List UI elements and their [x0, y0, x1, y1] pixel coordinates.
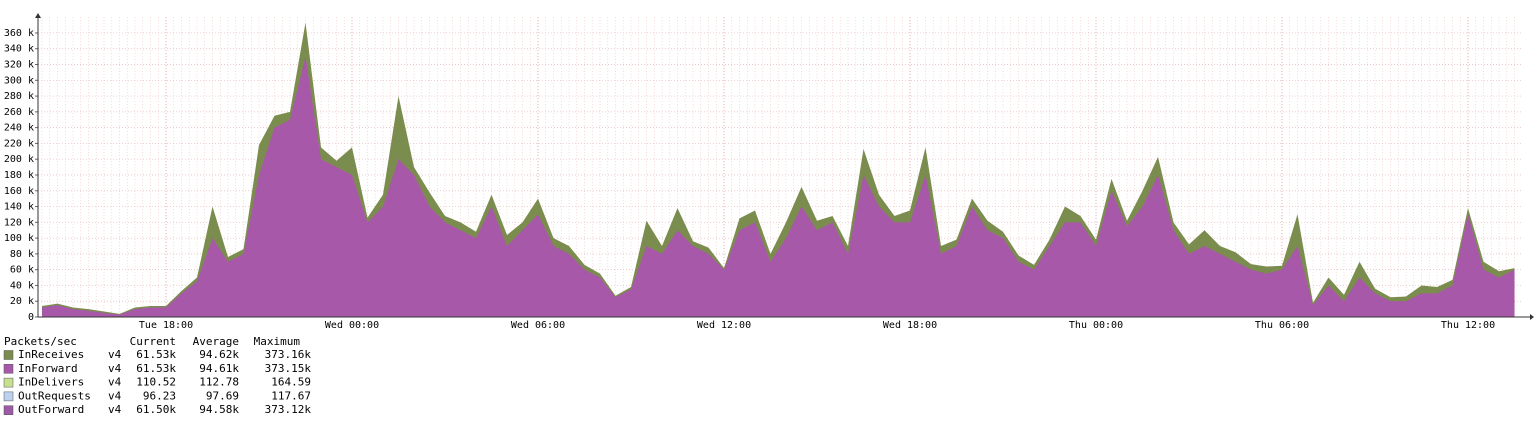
legend-average: 94.61k [199, 362, 239, 375]
x-tick-label: Tue 18:00 [139, 320, 193, 331]
y-tick-label: 40 k [10, 280, 34, 291]
legend-current: 61.53k [136, 362, 176, 375]
y-tick-label: 280 k [4, 91, 34, 102]
y-tick-label: 140 k [4, 202, 34, 213]
legend-maximum: 373.12k [265, 403, 312, 416]
y-tick-label: 80 k [10, 249, 34, 260]
legend-header: Average [193, 335, 239, 348]
x-tick-label: Wed 12:00 [697, 320, 751, 331]
x-tick-label: Thu 12:00 [1441, 320, 1495, 331]
legend-average: 112.78 [199, 376, 239, 389]
legend-current: 96.23 [143, 389, 176, 402]
x-tick-label: Thu 06:00 [1255, 320, 1309, 331]
y-tick-label: 0 [28, 312, 34, 323]
legend-swatch [3, 364, 14, 374]
legend-swatch [3, 405, 14, 415]
y-tick-label: 360 k [4, 28, 34, 39]
legend-header: Current [130, 335, 176, 348]
legend-name: OutRequests [18, 389, 91, 402]
y-tick-label: 300 k [4, 75, 34, 86]
legend-swatch [3, 391, 14, 402]
y-tick-label: 340 k [4, 44, 34, 55]
y-tick-label: 240 k [4, 123, 34, 134]
y-tick-label: 320 k [4, 60, 34, 71]
y-arrow [35, 13, 41, 18]
x-tick-label: Wed 18:00 [883, 320, 937, 331]
y-tick-label: 220 k [4, 138, 34, 149]
x-tick-label: Wed 06:00 [511, 320, 565, 331]
legend-header: Maximum [254, 335, 301, 348]
legend-name: InForward [18, 362, 78, 375]
legend-version: v4 [108, 389, 122, 402]
legend-swatch [3, 350, 14, 360]
legend-title: Packets/sec [4, 335, 77, 348]
y-tick-label: 60 k [10, 265, 34, 276]
x-tick-label: Thu 00:00 [1069, 320, 1123, 331]
y-tick-label: 180 k [4, 170, 34, 181]
legend-version: v4 [108, 376, 122, 389]
legend-name: InReceives [18, 348, 84, 361]
x-arrow [1530, 314, 1534, 320]
legend-current: 61.53k [136, 348, 176, 361]
y-tick-label: 200 k [4, 154, 34, 165]
y-tick-label: 160 k [4, 186, 34, 197]
legend-maximum: 164.59 [271, 376, 311, 389]
legend-version: v4 [108, 362, 122, 375]
legend-average: 94.58k [199, 403, 239, 416]
legend-current: 61.50k [136, 403, 176, 416]
legend-maximum: 373.16k [265, 348, 312, 361]
legend-version: v4 [108, 403, 122, 416]
legend-maximum: 373.15k [265, 362, 312, 375]
legend-name: OutForward [18, 403, 84, 416]
legend-swatch [3, 377, 14, 388]
y-tick-label: 120 k [4, 217, 34, 228]
x-tick-label: Wed 00:00 [325, 320, 379, 331]
y-tick-label: 260 k [4, 107, 34, 118]
legend-name: InDelivers [18, 376, 84, 389]
legend-current: 110.52 [136, 376, 176, 389]
y-tick-label: 100 k [4, 233, 34, 244]
legend-version: v4 [108, 348, 122, 361]
legend-maximum: 117.67 [271, 389, 311, 402]
area [42, 56, 1515, 317]
y-tick-label: 20 k [10, 296, 34, 307]
legend-average: 94.62k [199, 348, 239, 361]
legend-average: 97.69 [206, 389, 239, 402]
